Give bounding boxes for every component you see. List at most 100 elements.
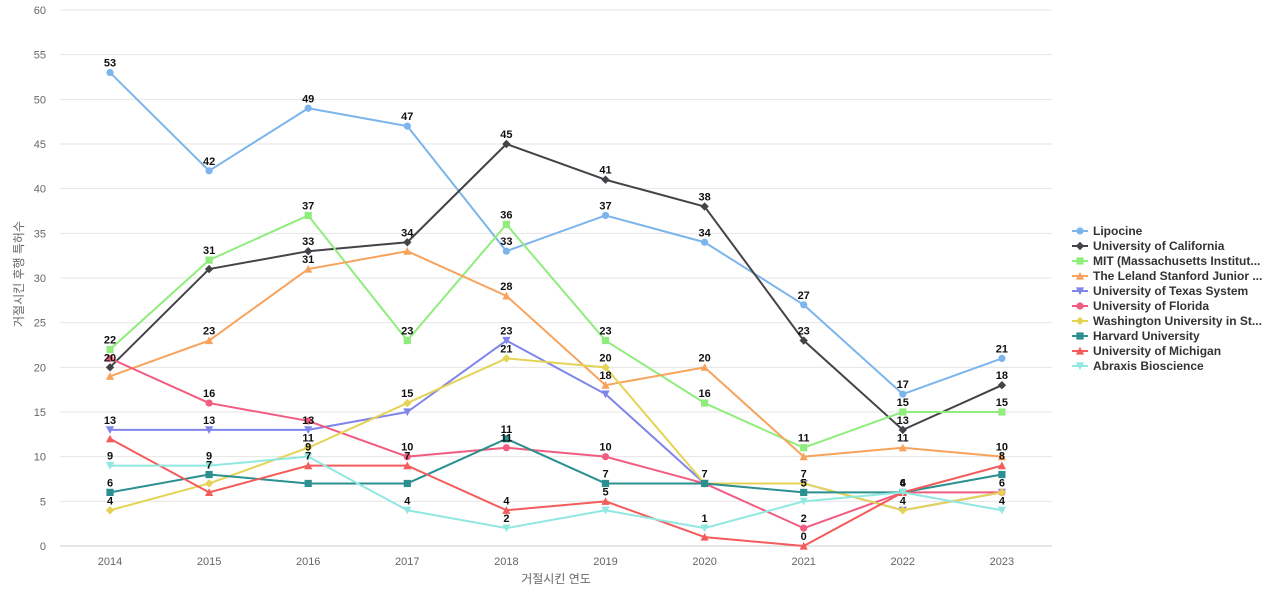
data-label: 7 <box>602 468 608 480</box>
data-point <box>304 443 313 452</box>
data-label: 5 <box>602 486 608 498</box>
legend-item[interactable]: Abraxis Bioscience <box>1072 359 1204 373</box>
data-point <box>205 488 214 496</box>
data-point <box>502 435 510 443</box>
data-point <box>105 372 115 380</box>
data-point <box>105 506 115 515</box>
legend-label: University of Texas System <box>1093 284 1248 298</box>
legend-label: University of California <box>1093 239 1225 253</box>
data-point <box>304 104 312 112</box>
data-point <box>403 453 411 461</box>
legend-item[interactable]: Washington University in St... <box>1072 314 1262 328</box>
legend-item[interactable]: University of Michigan <box>1072 344 1221 358</box>
data-label: 4 <box>999 495 1006 507</box>
data-point <box>701 479 709 488</box>
y-tick-label: 30 <box>34 273 46 285</box>
data-label: 13 <box>104 415 116 427</box>
legend-item[interactable]: Harvard University <box>1072 329 1200 343</box>
data-point <box>105 426 115 434</box>
data-point <box>304 453 313 461</box>
x-tick-label: 2015 <box>197 556 221 568</box>
data-label: 6 <box>900 477 906 489</box>
data-point <box>601 381 610 389</box>
data-label: 31 <box>302 254 314 266</box>
data-point <box>304 247 313 256</box>
y-tick-label: 5 <box>40 496 46 508</box>
legend-label: The Leland Stanford Junior ... <box>1093 269 1262 283</box>
data-point <box>304 211 312 220</box>
y-tick-label: 10 <box>34 452 46 464</box>
data-point <box>997 381 1007 390</box>
data-point <box>898 443 907 452</box>
data-point <box>502 291 511 300</box>
data-label: 2 <box>503 513 509 525</box>
data-label: 42 <box>203 156 215 168</box>
legend-marker <box>1076 302 1084 310</box>
legend-item[interactable]: University of Florida <box>1072 299 1209 313</box>
data-point <box>105 434 115 443</box>
data-label: 45 <box>500 129 512 141</box>
series-line <box>109 71 1003 396</box>
data-point <box>700 524 709 533</box>
y-tick-label: 40 <box>34 184 46 196</box>
data-point <box>304 417 312 425</box>
legend-marker <box>1076 227 1084 235</box>
legend-item[interactable]: Lipocine <box>1072 224 1143 238</box>
y-axis-ticks: 0 5 10 15 20 25 30 35 40 45 50 55 60 <box>34 5 46 553</box>
data-label: 2 <box>801 513 807 525</box>
x-tick-label: 2017 <box>395 556 419 568</box>
data-point <box>204 264 214 274</box>
legend-item[interactable]: MIT (Massachusetts Institut... <box>1072 254 1260 268</box>
x-tick-label: 2018 <box>494 556 518 568</box>
legend-marker <box>1075 316 1085 326</box>
data-point <box>502 220 510 228</box>
x-tick-label: 2022 <box>891 556 915 568</box>
data-point <box>304 461 313 470</box>
data-label: 6 <box>107 477 113 489</box>
data-label: 49 <box>302 93 314 105</box>
data-label: 11 <box>302 433 314 445</box>
data-label: 4 <box>900 477 907 489</box>
data-label: 7 <box>801 468 807 480</box>
data-label: 15 <box>401 388 413 400</box>
y-tick-label: 0 <box>40 541 46 553</box>
data-point <box>105 462 115 470</box>
data-point <box>204 479 214 488</box>
data-point <box>106 488 114 496</box>
legend-item[interactable]: University of Texas System <box>1072 284 1248 298</box>
legend-item[interactable]: University of California <box>1072 239 1225 253</box>
data-label: 36 <box>500 209 512 221</box>
data-label: 13 <box>203 415 215 427</box>
x-tick-label: 2014 <box>98 556 122 568</box>
data-point <box>403 408 412 417</box>
series-7 <box>106 435 1006 496</box>
data-label: 13 <box>302 415 314 427</box>
data-label: 41 <box>599 165 611 177</box>
data-label: 34 <box>401 227 414 239</box>
legend-marker <box>1075 362 1085 371</box>
data-point <box>106 354 114 362</box>
data-label: 23 <box>203 326 215 338</box>
data-label: 11 <box>897 433 909 445</box>
data-point <box>106 345 114 354</box>
data-point <box>601 211 610 220</box>
legend-label: University of Michigan <box>1093 344 1221 358</box>
data-point <box>403 506 412 515</box>
y-tick-label: 35 <box>34 228 46 240</box>
data-point <box>898 488 907 497</box>
legend-item[interactable]: The Leland Stanford Junior ... <box>1072 269 1262 283</box>
data-point <box>799 336 808 345</box>
data-label: 18 <box>599 370 611 382</box>
data-point <box>403 122 411 130</box>
data-label: 18 <box>996 370 1008 382</box>
data-label: 21 <box>996 343 1008 355</box>
data-point <box>898 506 907 515</box>
data-label: 11 <box>798 433 810 445</box>
data-label: 31 <box>203 245 215 257</box>
data-point <box>403 336 411 345</box>
data-point <box>701 399 709 407</box>
series-9 <box>105 453 1006 533</box>
data-point <box>601 506 610 515</box>
data-point <box>502 336 511 345</box>
